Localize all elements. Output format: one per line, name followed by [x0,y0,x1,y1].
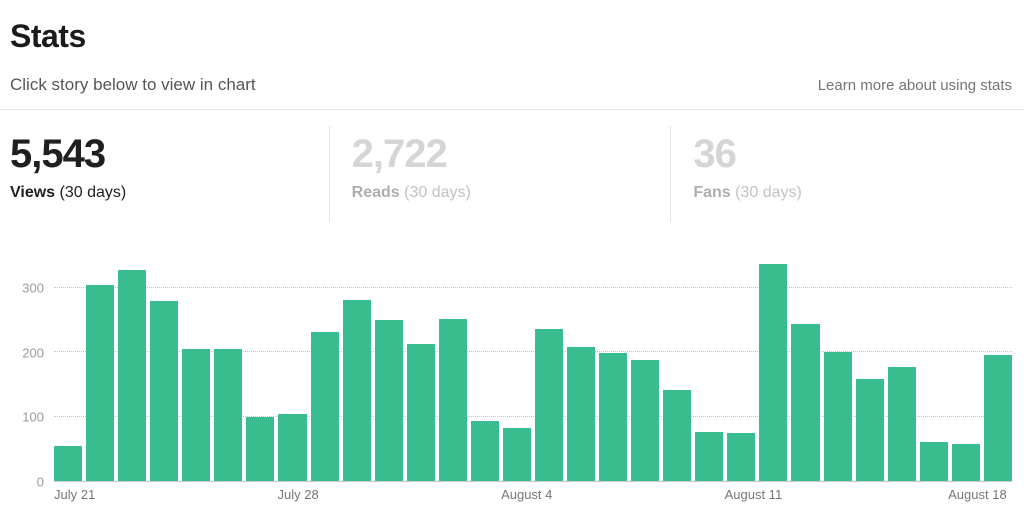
bar[interactable] [278,414,307,481]
bar[interactable] [695,431,724,481]
divider [0,109,1024,110]
bar[interactable] [599,353,628,481]
stat-fans[interactable]: 36 Fans (30 days) [670,126,1012,222]
bar[interactable] [406,344,435,481]
bar[interactable] [374,320,403,481]
bar[interactable] [759,263,788,481]
fans-label: Fans (30 days) [693,184,802,201]
views-count: 5,543 [10,132,106,176]
bar[interactable] [502,427,531,481]
bar[interactable] [118,270,147,481]
bar[interactable] [438,319,467,481]
x-axis-tick-label: July 28 [277,487,319,502]
bar[interactable] [214,349,243,481]
plot-area [54,256,1012,482]
bar[interactable] [727,432,756,481]
bar[interactable] [534,329,563,481]
chart-main: July 21 July 28 August 4 August 11 August 18 [54,256,1012,509]
x-axis-tick-label: July 21 [54,487,96,502]
views-label: Views (30 days) [10,184,127,201]
y-axis: 0 100 200 300 [10,256,54,490]
chart-hint-text: Click story below to view in chart [10,75,256,94]
bar[interactable] [983,355,1012,481]
bar[interactable] [150,301,179,481]
stat-reads[interactable]: 2,722 Reads (30 days) [328,126,671,222]
page-title: Stats [10,18,86,54]
gridline [54,351,1012,353]
bar[interactable] [823,352,852,481]
stat-views[interactable]: 5,543 Views (30 days) [10,126,329,222]
bar[interactable] [791,323,820,481]
gridline [54,415,1012,417]
learn-more-link[interactable]: Learn more about using stats [817,77,1012,94]
gridline [54,287,1012,289]
bar[interactable] [919,442,948,481]
bar[interactable] [182,349,211,481]
bar[interactable] [663,390,692,481]
y-axis-tick-label: 0 [36,474,44,490]
bar[interactable] [54,445,83,481]
fans-count: 36 [693,132,736,176]
y-axis-tick-label: 200 [22,345,44,361]
bar[interactable] [951,443,980,481]
x-axis-tick-label: August 18 [948,487,1007,502]
bar[interactable] [567,346,596,481]
views-bar-chart: 0 100 200 300 July 21 July 28 August 4 August … [10,256,1012,509]
bar[interactable] [246,417,275,481]
bar[interactable] [470,421,499,481]
bar[interactable] [887,366,916,481]
bar[interactable] [342,300,371,481]
x-axis: July 21 July 28 August 4 August 11 August 18 [54,487,1012,509]
reads-count: 2,722 [351,132,448,176]
bar[interactable] [631,360,660,481]
bar[interactable] [310,331,339,481]
bar[interactable] [855,379,884,481]
subheader: Click story below to view in chart Learn… [10,75,1012,109]
y-axis-tick-label: 300 [22,280,44,296]
bar[interactable] [86,284,115,481]
y-axis-tick-label: 100 [22,409,44,425]
stats-summary-row: 5,543 Views (30 days) 2,722 Reads (30 da… [10,110,1012,222]
x-axis-tick-label: August 4 [501,487,553,502]
stats-page: Stats Click story below to view in chart… [0,18,1024,509]
x-axis-tick-label: August 11 [724,487,783,502]
reads-label: Reads (30 days) [351,184,471,201]
